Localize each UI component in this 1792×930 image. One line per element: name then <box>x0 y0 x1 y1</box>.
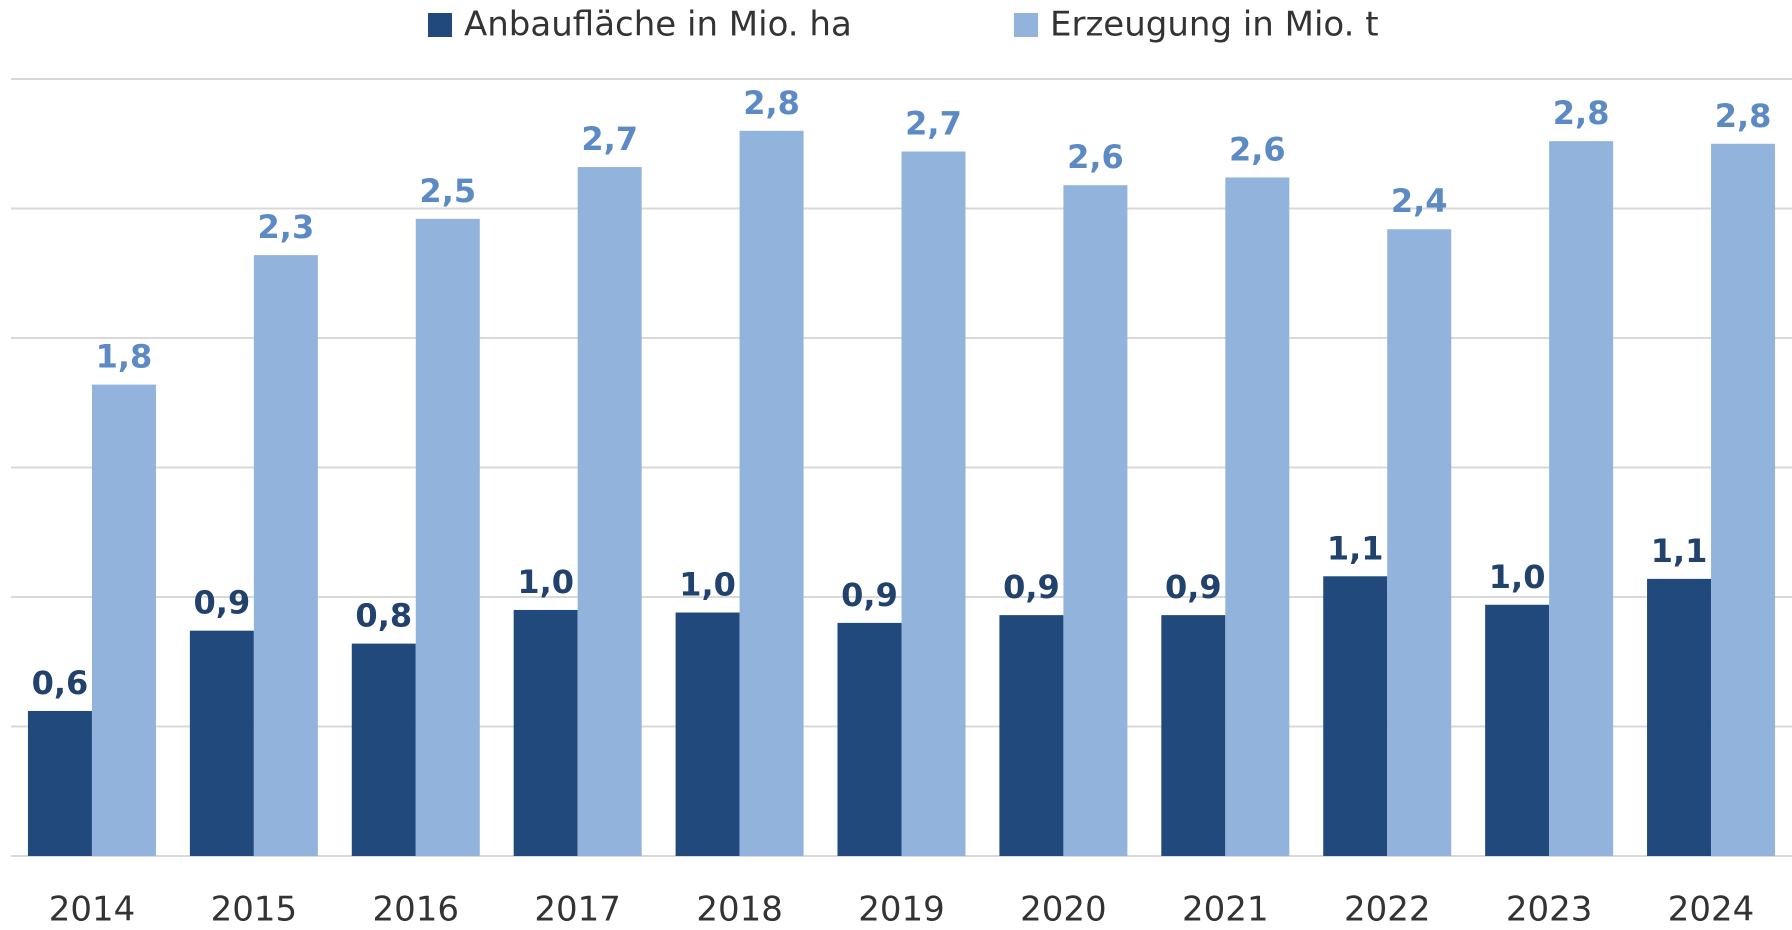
bar <box>91 384 156 856</box>
bar <box>577 167 642 856</box>
bar <box>999 615 1064 856</box>
bar <box>253 255 318 856</box>
bar <box>351 643 416 856</box>
bar <box>837 622 902 856</box>
legend-swatch <box>428 13 452 37</box>
bar <box>1387 229 1452 857</box>
data-label: 2,8 <box>743 84 800 122</box>
x-tick-label: 2018 <box>696 890 783 930</box>
bar <box>189 630 254 856</box>
legend-label: Anbaufläche in Mio. ha <box>464 5 852 45</box>
legend-label: Erzeugung in Mio. t <box>1050 5 1379 45</box>
x-tick-label: 2015 <box>211 890 298 930</box>
bar <box>1647 578 1712 856</box>
data-label: 2,6 <box>1067 138 1124 176</box>
bar <box>1063 185 1128 856</box>
bar <box>415 218 480 857</box>
data-label: 0,9 <box>841 576 898 614</box>
data-label: 1,0 <box>1489 558 1546 596</box>
bar <box>513 609 578 856</box>
data-label: 2,5 <box>419 172 476 210</box>
data-label: 0,8 <box>355 597 412 635</box>
data-label: 2,8 <box>1553 94 1610 132</box>
x-tick-label: 2022 <box>1344 890 1431 930</box>
data-label: 2,7 <box>581 120 638 158</box>
data-label: 2,6 <box>1229 130 1286 168</box>
data-label: 2,7 <box>905 105 962 143</box>
x-tick-label: 2017 <box>534 890 621 930</box>
legend-swatch <box>1014 13 1038 37</box>
x-tick-label: 2021 <box>1182 890 1269 930</box>
bar <box>675 612 740 856</box>
data-label: 0,9 <box>194 584 251 622</box>
x-tick-label: 2016 <box>373 890 460 930</box>
bar <box>1549 141 1614 856</box>
bar <box>1161 615 1226 856</box>
x-tick-label: 2020 <box>1020 890 1107 930</box>
bar <box>1485 604 1550 856</box>
data-label: 2,4 <box>1391 182 1448 220</box>
data-label: 2,8 <box>1715 97 1772 135</box>
bar <box>27 710 92 856</box>
x-tick-label: 2019 <box>858 890 945 930</box>
data-label: 1,1 <box>1327 529 1384 567</box>
data-label: 2,3 <box>258 208 315 246</box>
data-label: 0,9 <box>1003 568 1060 606</box>
data-label: 1,0 <box>679 566 736 604</box>
data-label: 1,1 <box>1651 532 1708 570</box>
bar <box>901 151 966 856</box>
x-tick-label: 2014 <box>49 890 136 930</box>
x-tick-label: 2024 <box>1668 890 1755 930</box>
bar <box>739 130 804 857</box>
data-label: 1,0 <box>517 563 574 601</box>
data-label: 1,8 <box>96 338 153 376</box>
x-tick-label: 2023 <box>1506 890 1593 930</box>
bar <box>1323 576 1388 856</box>
data-label: 0,6 <box>32 664 89 702</box>
data-label: 0,9 <box>1165 568 1222 606</box>
bar <box>1225 177 1290 857</box>
bar <box>1711 143 1776 856</box>
